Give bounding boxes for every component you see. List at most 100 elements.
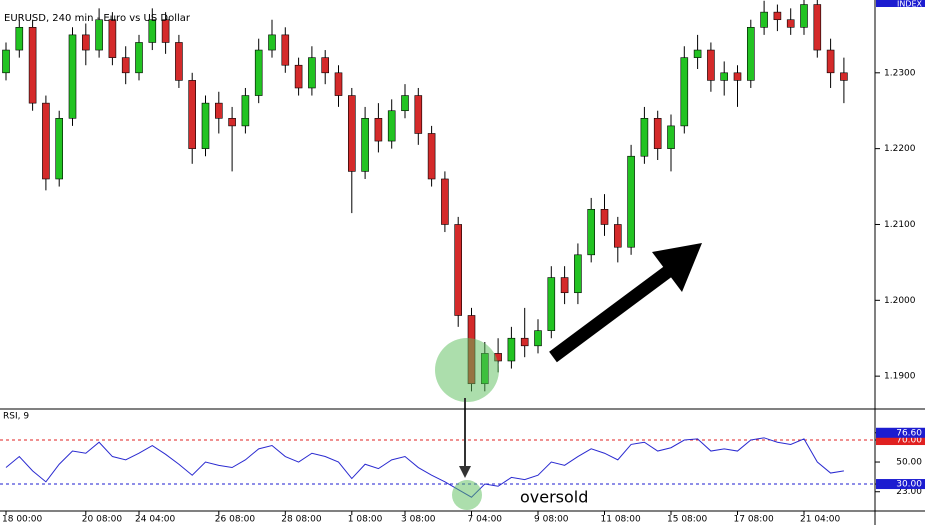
candle-body xyxy=(201,102,210,149)
x-tick-label: 11 08:00 xyxy=(601,515,642,525)
x-tick-label: 9 08:00 xyxy=(534,515,569,525)
y-tick-label: 76.60 xyxy=(896,428,922,438)
candle-body xyxy=(175,42,183,81)
candle-body xyxy=(520,337,529,347)
y-tick-box xyxy=(876,435,925,446)
candle-body xyxy=(387,110,396,142)
candle-body xyxy=(454,224,463,316)
candle-body xyxy=(108,19,117,58)
candle-body xyxy=(268,34,276,51)
candle-body xyxy=(840,72,848,81)
candle-body xyxy=(95,19,103,51)
axis-tag-box xyxy=(876,0,925,7)
candle-body xyxy=(587,209,596,256)
candle-body xyxy=(574,254,582,294)
candle-body xyxy=(826,49,835,74)
candle-body xyxy=(613,224,622,248)
x-tick-label: 7 04:00 xyxy=(468,515,503,525)
candle-body xyxy=(733,72,742,81)
candle-body xyxy=(653,118,662,149)
candle-body xyxy=(15,27,24,51)
x-tick-label: 17 08:00 xyxy=(734,515,775,525)
candle-body xyxy=(600,209,609,225)
candle-body xyxy=(401,95,409,112)
annotation: oversold xyxy=(520,488,588,507)
x-tick-label: 1 08:00 xyxy=(348,515,383,525)
candle-body xyxy=(334,72,343,96)
y-tick-box xyxy=(876,479,925,490)
candle-body xyxy=(441,178,449,225)
axis-tag: INDEX xyxy=(897,0,923,9)
x-tick-label: 28 08:00 xyxy=(281,515,322,525)
candle-body xyxy=(228,118,236,127)
candle-body xyxy=(786,19,795,28)
panel-title: RSI, 9 xyxy=(3,412,29,422)
candle-body xyxy=(2,49,10,74)
y-tick-label: 70.00 xyxy=(896,436,922,446)
candle-body xyxy=(693,49,702,58)
y-tick-label: 1.2000 xyxy=(884,296,916,306)
y-tick-label: 1.2100 xyxy=(884,220,916,230)
candle-body xyxy=(188,80,196,149)
candle-body xyxy=(720,72,729,81)
candle-body xyxy=(82,34,90,51)
candle-body xyxy=(42,102,50,180)
candle-body xyxy=(347,95,356,172)
candle-body xyxy=(254,49,263,96)
candle-body xyxy=(800,4,808,28)
x-tick-label: 18 00:00 xyxy=(2,515,43,525)
candle-body xyxy=(680,57,689,127)
candle-body xyxy=(813,4,822,51)
chart-title: EURUSD, 240 min - Euro vs US Dollar xyxy=(4,13,191,24)
candle-body xyxy=(361,118,369,172)
x-tick-label: 3 08:00 xyxy=(401,515,436,525)
y-tick-label: 1.2300 xyxy=(884,68,916,78)
candle-body xyxy=(294,64,303,89)
candle-body xyxy=(667,125,675,149)
trend-arrow xyxy=(549,264,674,363)
candle-body xyxy=(427,133,436,180)
candle-body xyxy=(534,330,542,347)
candle-body xyxy=(507,337,516,362)
x-tick-label: 21 04:00 xyxy=(800,515,841,525)
highlight-circle xyxy=(435,338,499,402)
candle-body xyxy=(547,277,556,331)
candle-body xyxy=(281,34,290,66)
arrow-head xyxy=(459,466,471,478)
candle-body xyxy=(760,11,768,28)
y-tick-box xyxy=(876,427,925,438)
y-tick-label: 23.00 xyxy=(896,487,922,497)
candle-body xyxy=(55,118,64,180)
candle-body xyxy=(135,42,143,74)
x-tick-label: 15 08:00 xyxy=(667,515,708,525)
y-tick-label: 1.2200 xyxy=(884,144,916,154)
candle-body xyxy=(215,102,223,119)
x-tick-label: 24 04:00 xyxy=(135,515,176,525)
candle-body xyxy=(374,118,383,142)
highlight-circle xyxy=(452,480,482,510)
candle-body xyxy=(308,57,316,89)
candle-body xyxy=(28,27,37,104)
candle-body xyxy=(68,34,77,119)
x-tick-label: 20 08:00 xyxy=(82,515,123,525)
candle-body xyxy=(627,155,635,248)
candle-body xyxy=(773,11,782,21)
rsi-line xyxy=(5,437,844,498)
candle-body xyxy=(640,118,649,157)
candle-body xyxy=(321,57,330,74)
candle-body xyxy=(148,19,157,43)
y-tick-label: 50.00 xyxy=(896,458,922,468)
x-tick-label: 26 08:00 xyxy=(215,515,256,525)
candle-body xyxy=(560,277,569,294)
trend-arrow-head xyxy=(652,243,702,292)
candle-body xyxy=(414,95,423,134)
candle-body xyxy=(121,57,130,74)
candle-body xyxy=(241,95,250,127)
y-tick-label: 30.00 xyxy=(896,480,922,490)
candle-body xyxy=(746,27,755,81)
candle-body xyxy=(707,49,715,81)
y-tick-label: 1.1900 xyxy=(884,372,916,382)
candle-body xyxy=(161,19,170,43)
